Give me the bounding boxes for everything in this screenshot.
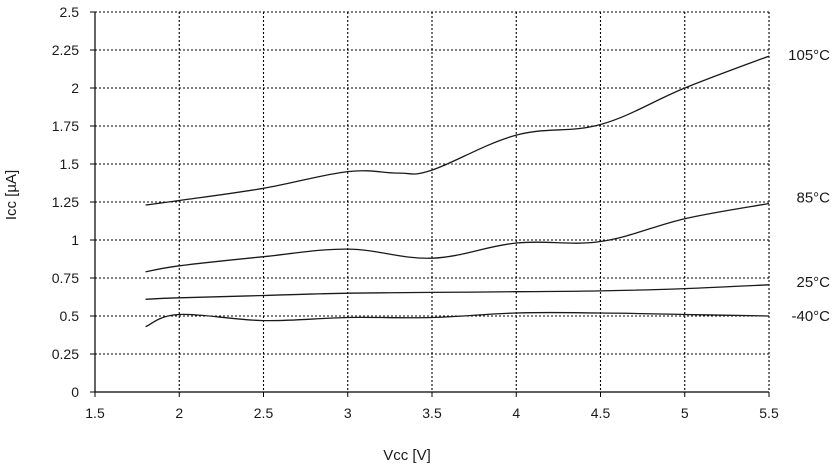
x-tick-label: 3.5 — [422, 405, 442, 421]
x-axis-title: Vcc [V] — [383, 447, 431, 464]
y-tick-label: 0.25 — [52, 346, 79, 362]
y-tick-label: 1.5 — [60, 156, 80, 172]
x-tick-label: 4 — [512, 405, 520, 421]
x-tick-label: 3 — [344, 405, 352, 421]
series-label-3: 25°C — [796, 274, 830, 291]
axes — [90, 11, 770, 397]
y-tick-label: 1.75 — [52, 118, 79, 134]
y-tick-label: 2.5 — [60, 4, 80, 20]
series-lines — [145, 55, 770, 328]
y-tick-label: 0 — [71, 384, 79, 400]
series-line-4 — [145, 311, 770, 328]
x-tick-label: 5.5 — [759, 405, 779, 421]
x-tick-label: 5 — [681, 405, 689, 421]
series-label-1: 105°C — [788, 47, 830, 64]
series-line-3 — [145, 284, 770, 300]
series-line-1 — [145, 55, 770, 206]
y-tick-label: 1.25 — [52, 194, 79, 210]
y-tick-label: 0.75 — [52, 270, 79, 286]
series-labels: 105°C 85°C 25°C -40°C — [788, 47, 830, 325]
series-label-2: 85°C — [796, 190, 830, 207]
series-line-2 — [145, 202, 770, 273]
x-tick-label: 1.5 — [85, 405, 105, 421]
y-tick-label: 1 — [71, 232, 79, 248]
y-tick-label: 2.25 — [52, 42, 79, 58]
x-tick-label: 2.5 — [254, 405, 274, 421]
x-tick-label: 2 — [175, 405, 183, 421]
grid — [95, 11, 770, 392]
tick-labels: 1.5 2 2.5 3 3.5 4 4.5 5 5.5 0 0.25 0.5 0.75 1 1.25 1.5 1… — [52, 4, 779, 421]
x-tick-label: 4.5 — [591, 405, 611, 421]
y-tick-label: 0.5 — [60, 308, 80, 324]
series-label-4: -40°C — [791, 308, 830, 325]
y-tick-label: 2 — [71, 80, 79, 96]
y-axis-title: Icc [µA] — [3, 170, 20, 220]
